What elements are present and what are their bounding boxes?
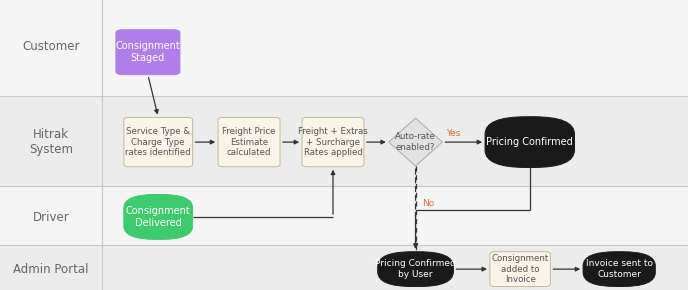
Text: Hitrak
System: Hitrak System xyxy=(29,128,73,156)
Bar xyxy=(0,186,688,245)
Text: Consignment
Delivered: Consignment Delivered xyxy=(126,206,191,228)
Text: Pricing Confirmed: Pricing Confirmed xyxy=(486,137,573,147)
Text: Pricing Confirmed
by User: Pricing Confirmed by User xyxy=(375,259,456,279)
FancyBboxPatch shape xyxy=(124,194,193,240)
Text: Yes: Yes xyxy=(446,129,460,138)
FancyBboxPatch shape xyxy=(218,117,280,167)
FancyBboxPatch shape xyxy=(583,252,655,287)
Polygon shape xyxy=(389,118,442,166)
Bar xyxy=(0,96,688,186)
Text: Freight Price
Estimate
calculated: Freight Price Estimate calculated xyxy=(222,127,276,157)
Text: Freight + Extras
+ Surcharge
Rates applied: Freight + Extras + Surcharge Rates appli… xyxy=(298,127,368,157)
Text: Invoice sent to
Customer: Invoice sent to Customer xyxy=(585,259,653,279)
Text: Customer: Customer xyxy=(22,40,80,53)
Bar xyxy=(0,245,688,290)
Text: Auto-rate
enabled?: Auto-rate enabled? xyxy=(395,132,436,152)
Text: No: No xyxy=(422,199,435,208)
Text: Admin Portal: Admin Portal xyxy=(13,263,89,276)
FancyBboxPatch shape xyxy=(490,252,550,287)
Text: Consignment
added to
Invoice: Consignment added to Invoice xyxy=(491,254,549,284)
Text: Consignment
Staged: Consignment Staged xyxy=(116,41,180,63)
Text: Driver: Driver xyxy=(32,211,69,224)
FancyBboxPatch shape xyxy=(124,117,193,167)
Bar xyxy=(0,0,688,96)
FancyBboxPatch shape xyxy=(378,252,453,287)
FancyBboxPatch shape xyxy=(302,117,364,167)
FancyBboxPatch shape xyxy=(116,30,180,75)
Text: Service Type &
Charge Type
rates identified: Service Type & Charge Type rates identif… xyxy=(125,127,191,157)
FancyBboxPatch shape xyxy=(485,117,574,168)
